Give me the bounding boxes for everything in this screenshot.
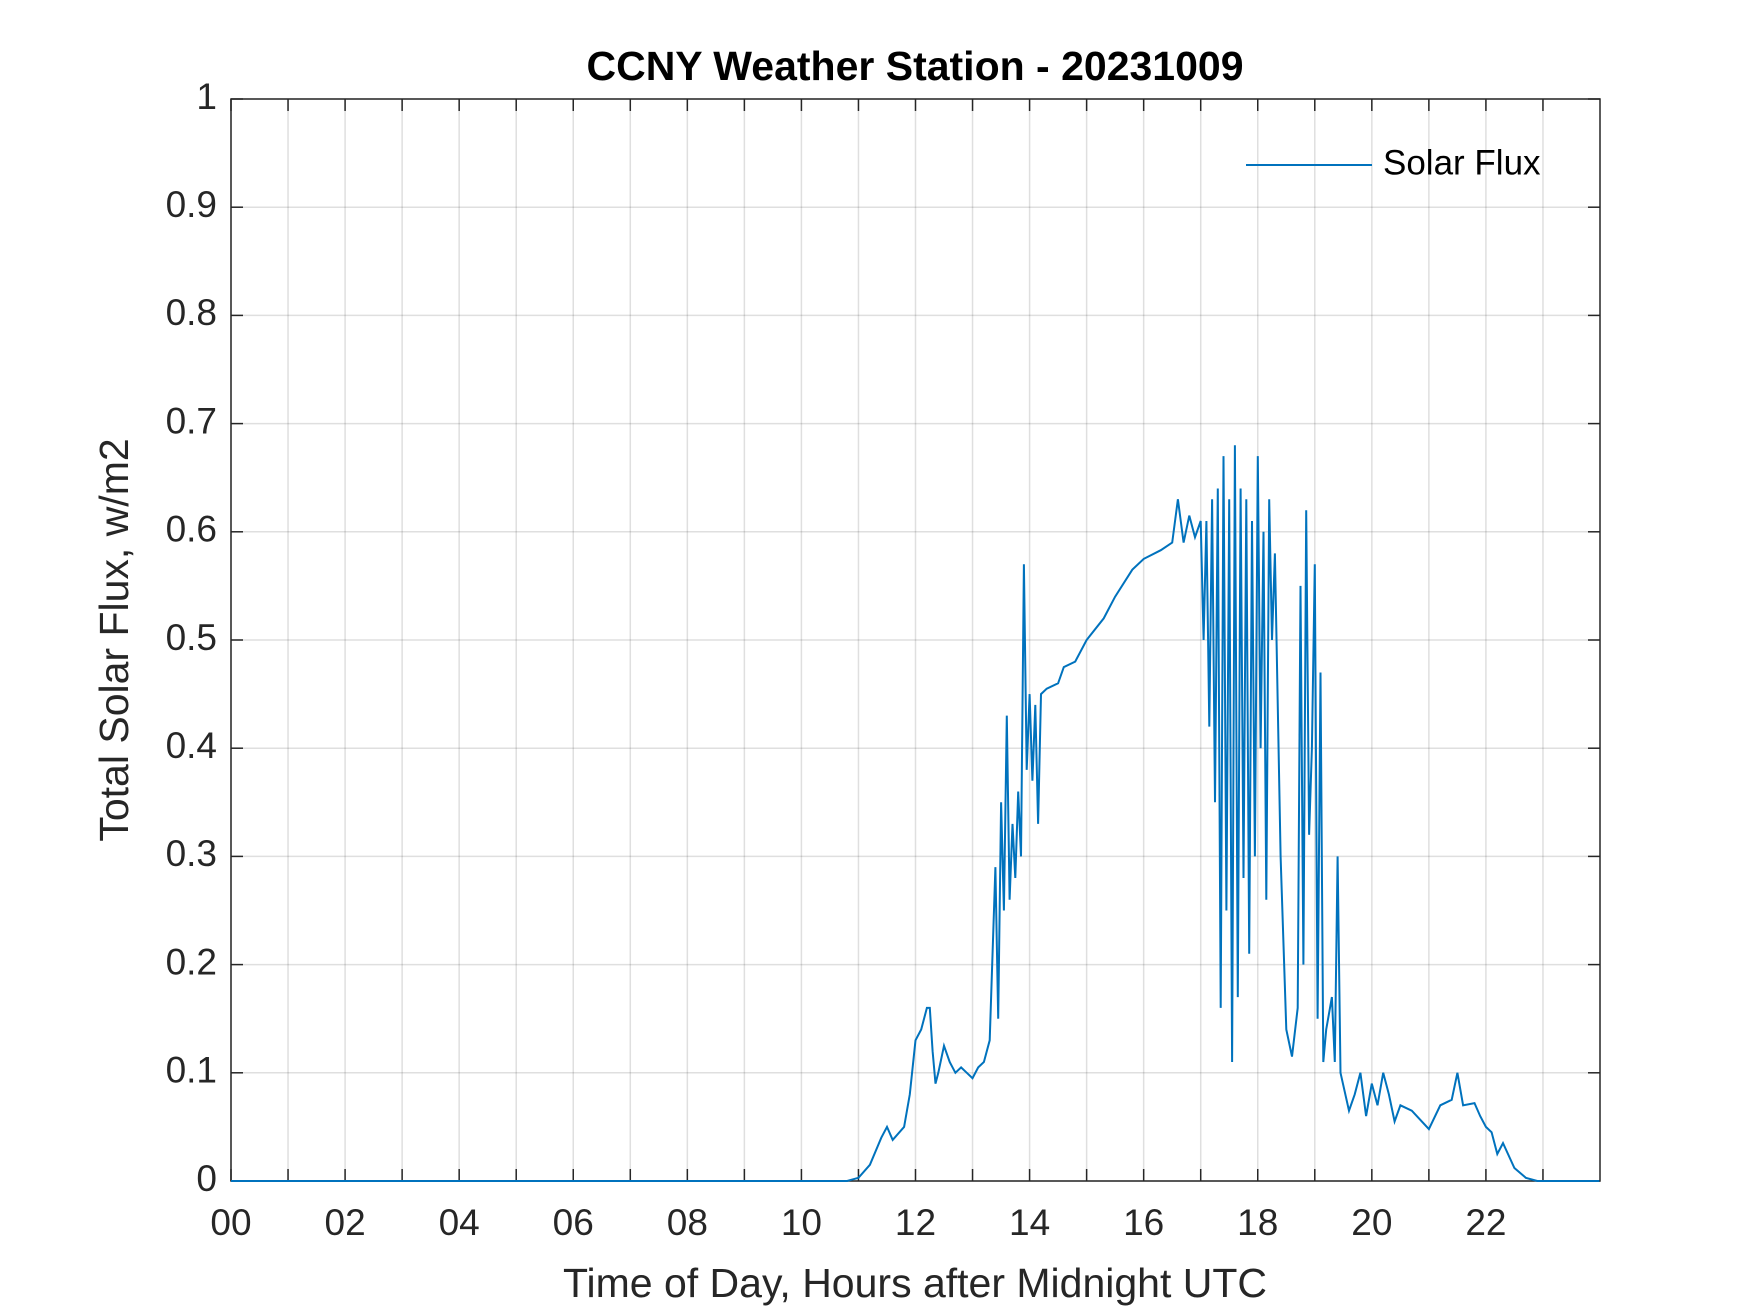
- y-tick-label: 0.3: [166, 833, 217, 874]
- y-tick-label: 0: [196, 1158, 217, 1199]
- plot-frame: [230, 98, 1601, 1182]
- x-tick-label: 04: [439, 1202, 480, 1243]
- y-tick-label: 1: [196, 76, 217, 117]
- y-axis-label: Total Solar Flux, w/m2: [91, 438, 137, 841]
- y-tick-label: 0.5: [166, 617, 217, 658]
- y-tick-label: 0.9: [166, 184, 217, 225]
- y-tick-label: 0.1: [166, 1050, 217, 1091]
- y-tick-label: 0.7: [166, 400, 217, 441]
- x-tick-label: 08: [667, 1202, 708, 1243]
- x-tick-label: 16: [1123, 1202, 1164, 1243]
- x-tick-label: 22: [1465, 1202, 1506, 1243]
- x-tick-label: 14: [1009, 1202, 1050, 1243]
- x-tick-label: 10: [781, 1202, 822, 1243]
- x-tick-label: 02: [325, 1202, 366, 1243]
- y-tick-label: 0.6: [166, 509, 217, 550]
- y-tick-label: 0.2: [166, 941, 217, 982]
- chart-title: CCNY Weather Station - 20231009: [586, 43, 1243, 89]
- x-tick-label: 12: [895, 1202, 936, 1243]
- y-tick-label: 0.8: [166, 292, 217, 333]
- x-tick-label: 20: [1351, 1202, 1392, 1243]
- x-tick-label: 06: [553, 1202, 594, 1243]
- x-tick-label: 18: [1237, 1202, 1278, 1243]
- x-axis-label: Time of Day, Hours after Midnight UTC: [563, 1260, 1267, 1306]
- legend-label: Solar Flux: [1383, 143, 1541, 182]
- y-tick-label: 0.4: [166, 725, 217, 766]
- x-tick-label: 00: [210, 1202, 251, 1243]
- data-line: [231, 445, 1600, 1182]
